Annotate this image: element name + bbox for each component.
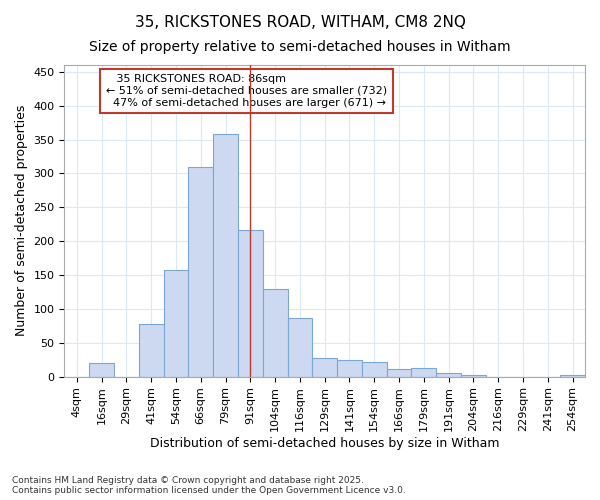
Bar: [287, 318, 313, 376]
Bar: [164, 270, 188, 376]
Bar: [139, 324, 164, 376]
Bar: [436, 372, 461, 376]
Bar: [89, 363, 114, 376]
Text: 35, RICKSTONES ROAD, WITHAM, CM8 2NQ: 35, RICKSTONES ROAD, WITHAM, CM8 2NQ: [134, 15, 466, 30]
Bar: [386, 369, 412, 376]
Bar: [213, 134, 238, 376]
Text: 35 RICKSTONES ROAD: 86sqm
← 51% of semi-detached houses are smaller (732)
  47% : 35 RICKSTONES ROAD: 86sqm ← 51% of semi-…: [106, 74, 387, 108]
Bar: [263, 288, 287, 376]
Bar: [337, 360, 362, 376]
Bar: [188, 166, 213, 376]
Text: Contains HM Land Registry data © Crown copyright and database right 2025.
Contai: Contains HM Land Registry data © Crown c…: [12, 476, 406, 495]
Text: Size of property relative to semi-detached houses in Witham: Size of property relative to semi-detach…: [89, 40, 511, 54]
Bar: [313, 358, 337, 376]
Bar: [461, 375, 486, 376]
Bar: [560, 375, 585, 376]
Y-axis label: Number of semi-detached properties: Number of semi-detached properties: [15, 105, 28, 336]
Bar: [412, 368, 436, 376]
Bar: [362, 362, 386, 376]
X-axis label: Distribution of semi-detached houses by size in Witham: Distribution of semi-detached houses by …: [150, 437, 499, 450]
Bar: [238, 230, 263, 376]
